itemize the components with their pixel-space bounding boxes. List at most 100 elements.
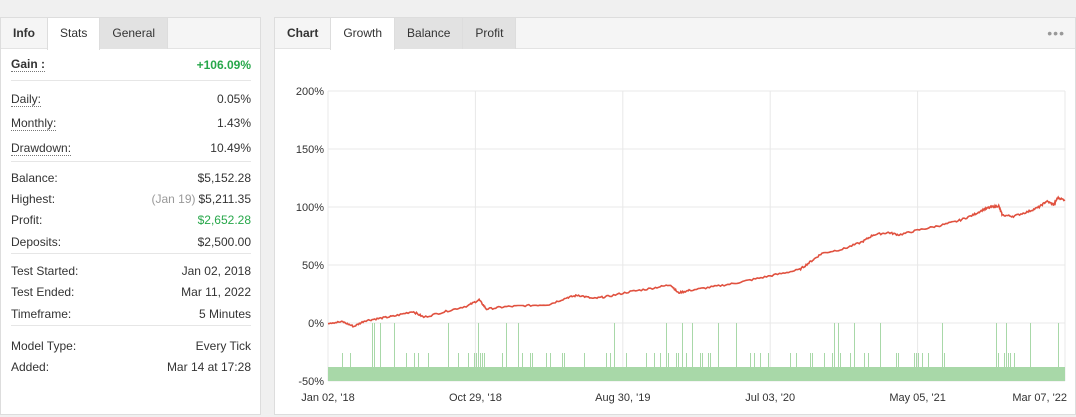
volume-bar [824,353,825,381]
stat-gain: Gain : +106.09% [11,49,251,80]
volume-bar [676,353,677,381]
volume-bar [448,323,449,381]
volume-bars [328,323,1065,381]
stat-drawdown: Drawdown: 10.49% [11,135,251,161]
volume-bar [474,353,475,381]
volume-bar [850,353,851,381]
stats-tabs: Info Stats General [1,18,260,50]
volume-bar [614,323,615,381]
y-tick-label: 150% [296,144,324,156]
volume-bar [796,353,797,381]
volume-bar [626,353,627,381]
more-dots-icon[interactable]: ••• [1047,25,1065,41]
y-axis-ticks: 200% 150% 100% 50% 0% -50% [296,86,324,388]
volume-bar [1058,323,1059,381]
drawdown-value: 10.49% [210,141,251,155]
volume-bar [530,353,531,381]
volume-bar [468,353,469,381]
tab-stats[interactable]: Stats [47,18,101,50]
tab-profit[interactable]: Profit [463,18,517,49]
volume-bar [610,353,611,381]
model-type-value: Every Tick [195,338,251,353]
added-value: Mar 14 at 17:28 [166,359,251,374]
volume-bar [832,353,833,381]
volume-bar [710,353,711,381]
growth-chart: 200% 150% 100% 50% 0% -50% Jan 02, '18 Oct 29,… [296,86,1067,404]
stat-profit: Profit: $2,652.28 [11,209,251,230]
volume-bar [550,353,551,381]
volume-bar [692,323,693,381]
stats-panel: Info Stats General Gain : +106.09% Daily… [0,17,261,415]
volume-bar [406,353,407,381]
model-type-label: Model Type: [11,338,77,353]
volume-bar [546,353,547,381]
volume-bar [914,353,915,381]
x-tick-label: May 05, '21 [889,392,946,404]
stat-monthly: Monthly: 1.43% [11,111,251,135]
x-tick-label: Jan 02, '18 [301,392,354,404]
volume-bar [942,323,943,381]
volume-bar [760,353,761,381]
volume-bar [702,353,703,381]
growth-line [327,195,1066,328]
monthly-label[interactable]: Monthly: [11,115,57,131]
gain-value: +106.09% [196,57,251,72]
volume-bar [838,323,839,381]
gain-label[interactable]: Gain : [11,57,46,72]
highest-value: $5,211.35 [198,191,252,206]
volume-bar [646,353,647,381]
tab-chart[interactable]: Chart [287,26,319,40]
volume-bar [944,353,945,381]
stat-test-started: Test Started: Jan 02, 2018 [11,260,251,281]
volume-bar [394,323,395,381]
volume-bar [790,353,791,381]
volume-bar [372,323,373,381]
volume-bar [700,353,701,381]
y-tick-label: 100% [296,202,324,214]
test-started-value: Jan 02, 2018 [181,263,251,278]
daily-value: 0.05% [216,92,251,106]
highest-date: (Jan 19) [151,191,196,206]
stats-list: Gain : +106.09% Daily: 0.05% Monthly: 1.… [1,49,260,377]
volume-bar [1006,323,1007,381]
x-tick-label: Jul 03, '20 [745,392,795,404]
timeframe-value: 5 Minutes [198,306,251,321]
tab-general[interactable]: General [100,18,169,49]
volume-bar [810,353,811,381]
volume-bar [750,353,751,381]
volume-bar [834,323,835,381]
volume-bar [1030,323,1031,381]
volume-bar [916,353,917,381]
balance-label: Balance: [11,170,58,185]
volume-bar [996,323,997,381]
volume-bar [518,323,519,381]
volume-bar [418,353,419,381]
volume-bar [564,353,565,381]
volume-bar [918,353,919,381]
volume-bar [718,323,719,381]
tab-growth[interactable]: Growth [330,18,396,50]
volume-bar [532,353,533,381]
volume-bar [736,323,737,381]
drawdown-label[interactable]: Drawdown: [11,140,72,156]
highest-label: Highest: [11,191,56,206]
chart-grid [327,90,1066,382]
volume-bar [428,353,429,381]
volume-bar [342,353,343,381]
volume-bar [414,353,415,381]
chart-tabs: Chart Growth Balance Profit ••• [275,18,1075,50]
monthly-value: 1.43% [216,116,251,130]
stat-model-type: Model Type: Every Tick [11,335,251,356]
volume-bar [896,353,897,381]
volume-bar [666,323,667,381]
y-tick-label: 200% [296,86,324,98]
y-tick-label: 0% [308,318,324,330]
volume-bar [476,353,477,381]
tab-info[interactable]: Info [13,26,35,40]
daily-label[interactable]: Daily: [11,91,42,107]
x-tick-label: Oct 29, '18 [449,392,502,404]
tab-balance[interactable]: Balance [395,18,464,49]
volume-bar [678,353,679,381]
volume-bar [1010,353,1011,381]
deposits-value: $2,500.00 [197,234,251,249]
